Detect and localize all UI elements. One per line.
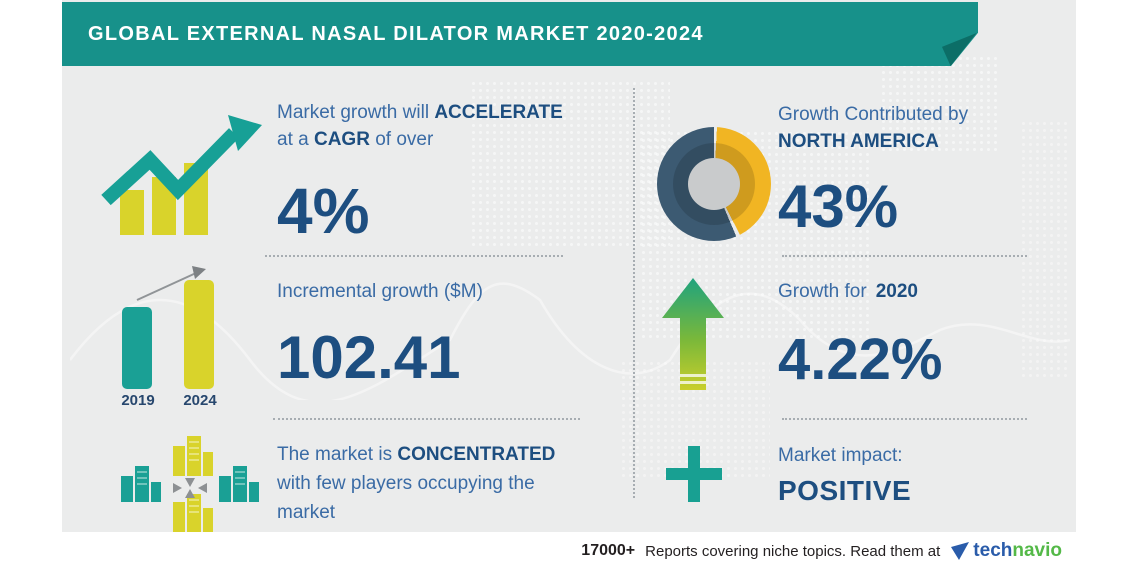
- year-label-2019: 2019: [121, 392, 155, 409]
- region-value: 43%: [778, 173, 899, 240]
- growth-2020-value: 4.22%: [778, 327, 943, 392]
- page-title: GLOBAL EXTERNAL NASAL DILATOR MARKET 202…: [88, 22, 704, 45]
- cagr-line2-bold: CAGR: [313, 129, 370, 150]
- year-bars-icon: [122, 266, 214, 389]
- section-divider: [782, 418, 1027, 420]
- technavio-logo: technavio: [950, 540, 1062, 562]
- impact-label: Market impact:: [778, 445, 903, 466]
- reports-count: 17000+: [581, 542, 636, 559]
- concentration-pre: The market is: [277, 444, 398, 465]
- footer-bar: 17000+ Reports covering niche topics. Re…: [62, 532, 1076, 570]
- cagr-line2-pre: at a: [277, 129, 314, 150]
- technavio-logo-text: technavio: [973, 540, 1062, 562]
- growth-2020-year: 2020: [875, 281, 918, 302]
- cagr-line2-post: of over: [369, 129, 434, 150]
- market-concentration-icon: [121, 436, 259, 532]
- cagr-line1: Market growth will ACCELERATE: [277, 99, 587, 126]
- header-band: GLOBAL EXTERNAL NASAL DILATOR MARKET 202…: [62, 2, 978, 66]
- growth-2020-label: Growth for: [778, 281, 867, 302]
- section-divider: [782, 255, 1027, 257]
- incremental-block: Incremental growth ($M) 102.41: [277, 278, 587, 388]
- technavio-logo-green: navio: [1012, 540, 1062, 561]
- plus-icon: [666, 446, 722, 502]
- concentration-bold: CONCENTRATED: [397, 444, 556, 465]
- north-america-donut-chart: [657, 127, 771, 241]
- growth-2020-label-line: Growth for 2020: [778, 278, 1078, 305]
- year-label-2024: 2024: [183, 392, 217, 409]
- concentration-post: with few players occupying the market: [277, 473, 535, 523]
- technavio-arrow-icon: [951, 542, 970, 560]
- region-label: Growth Contributed by: [778, 104, 969, 125]
- footer-text: Reports covering niche topics. Read them…: [645, 542, 941, 560]
- cagr-line2: at a CAGR of over: [277, 126, 587, 153]
- incremental-value: 102.41: [277, 324, 461, 391]
- cagr-line1-bold: ACCELERATE: [434, 102, 563, 123]
- region-block: Growth Contributed by NORTH AMERICA 43%: [778, 101, 1078, 237]
- growth-2020-block: Growth for 2020 4.22%: [778, 278, 1078, 389]
- incremental-label: Incremental growth ($M): [277, 281, 483, 302]
- cagr-value: 4%: [277, 175, 370, 247]
- cagr-block: Market growth will ACCELERATE at a CAGR …: [277, 99, 587, 243]
- region-name: NORTH AMERICA: [778, 131, 939, 152]
- impact-block: Market impact: POSITIVE: [778, 442, 1078, 507]
- section-divider: [273, 418, 580, 420]
- impact-value: POSITIVE: [778, 475, 912, 506]
- concentration-block: The market is CONCENTRATED with few play…: [277, 440, 589, 527]
- section-divider: [265, 255, 563, 257]
- growth-up-arrow-icon: [662, 278, 724, 390]
- column-divider: [633, 88, 635, 498]
- growth-chart-icon: [101, 115, 262, 235]
- cagr-line1-text: Market growth will: [277, 102, 435, 123]
- technavio-logo-blue: tech: [973, 540, 1013, 561]
